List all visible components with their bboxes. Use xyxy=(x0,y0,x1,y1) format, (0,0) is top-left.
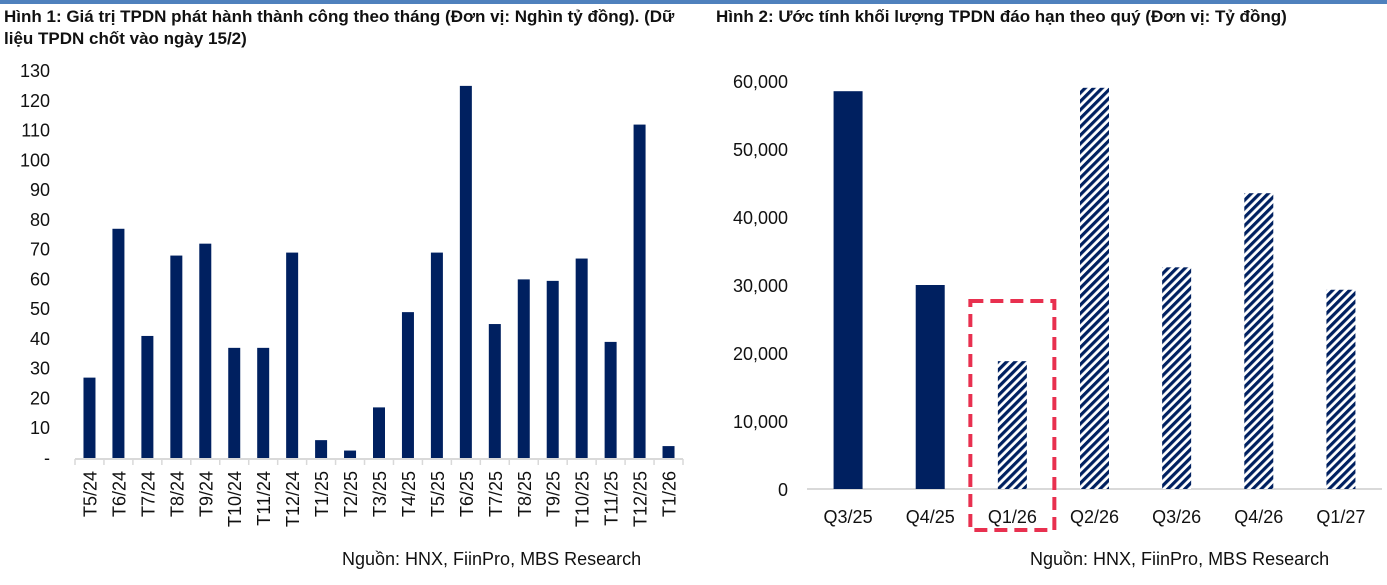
bar-t6-25 xyxy=(459,85,472,458)
chart2-source: Nguồn: HNX, FiinPro, MBS Research xyxy=(1030,549,1330,569)
y-tick-label: 30,000 xyxy=(733,276,788,296)
x-tick-label: T1/25 xyxy=(312,471,332,517)
x-tick-label: T2/25 xyxy=(341,471,361,517)
bar-q2-26 xyxy=(1080,87,1109,490)
x-tick-label: Q1/27 xyxy=(1316,507,1365,527)
x-tick-label: T11/25 xyxy=(602,471,622,526)
bar-q3-26 xyxy=(1162,267,1192,489)
x-tick-label: T3/25 xyxy=(370,471,390,517)
bar-t1-25 xyxy=(315,440,328,458)
chart1-plot: - 10 20 30 40 50 60 70 80 90 100 110 120 130 T5/24 T6/2… xyxy=(20,61,684,527)
y-tick-label: 80 xyxy=(30,210,50,230)
bar-t8-24 xyxy=(170,255,183,458)
bar-t1-26 xyxy=(662,446,675,458)
y-tick-label: 40,000 xyxy=(733,208,788,228)
bar-t5-25 xyxy=(430,252,443,458)
bar-t2-25 xyxy=(344,450,357,458)
bar-t4-25 xyxy=(401,312,414,458)
x-tick-label: Q3/26 xyxy=(1152,507,1201,527)
x-tick-label: T4/25 xyxy=(399,471,419,517)
bar-t10-24 xyxy=(228,347,241,458)
bar-t7-24 xyxy=(141,335,154,458)
chart1-title: Hình 1: Giá trị TPDN phát hành thành côn… xyxy=(4,7,675,48)
y-tick-label: 100 xyxy=(20,150,50,170)
x-tick-label: T9/24 xyxy=(196,471,216,517)
bar-t10-25 xyxy=(575,258,588,458)
y-tick-label: 70 xyxy=(30,240,50,260)
x-tick-label: T10/25 xyxy=(573,471,593,527)
y-tick-label: 60,000 xyxy=(733,72,788,92)
y-tick-label: 20 xyxy=(30,388,50,408)
y-tick-label: 110 xyxy=(21,121,50,141)
x-tick-label: T8/24 xyxy=(167,471,187,517)
bar-t12-25 xyxy=(633,124,646,458)
y-tick-label: 30 xyxy=(30,359,50,379)
y-tick-label: 20,000 xyxy=(733,344,788,364)
chart1-source: Nguồn: HNX, FiinPro, MBS Research xyxy=(342,549,642,569)
highlight-box-q1-26 xyxy=(968,299,1057,532)
y-tick-label: 10 xyxy=(30,418,50,438)
bar-t11-24 xyxy=(257,347,270,458)
bar-q3-25 xyxy=(833,91,863,489)
x-tick-label: T7/24 xyxy=(138,471,158,517)
x-tick-label: T11/24 xyxy=(254,471,274,526)
x-tick-label: T12/25 xyxy=(631,471,651,527)
y-tick-label: 130 xyxy=(20,61,50,81)
x-tick-label: Q4/25 xyxy=(906,507,955,527)
bar-t5-24 xyxy=(83,377,96,458)
bar-q4-25 xyxy=(915,285,945,489)
x-tick-label: T9/25 xyxy=(544,471,564,517)
x-tick-label: Q4/26 xyxy=(1234,507,1283,527)
y-tick-label: 120 xyxy=(20,91,50,111)
y-tick-label: 50,000 xyxy=(733,140,788,160)
y-tick-label: 50 xyxy=(30,299,50,319)
bar-t7-25 xyxy=(488,324,501,458)
bar-t11-25 xyxy=(604,341,617,458)
x-tick-label: T10/24 xyxy=(225,471,245,527)
bar-q1-26 xyxy=(997,361,1027,489)
x-tick-label: T5/25 xyxy=(428,471,448,517)
bar-q1-27 xyxy=(1326,289,1356,489)
bar-t8-25 xyxy=(517,279,530,458)
x-tick-label: T1/26 xyxy=(660,471,680,517)
x-tick-label: T12/24 xyxy=(283,471,303,527)
bar-q4-26 xyxy=(1244,193,1274,489)
y-tick-label: 60 xyxy=(30,269,50,289)
bar-t9-24 xyxy=(199,243,212,458)
y-tick-label: 90 xyxy=(30,180,50,200)
x-tick-label: T6/24 xyxy=(109,471,129,517)
x-tick-label: Q1/26 xyxy=(988,507,1037,527)
x-tick-label: T6/25 xyxy=(457,471,477,517)
x-tick-label: Q3/25 xyxy=(824,507,873,527)
x-tick-label: T7/25 xyxy=(486,471,506,517)
x-tick-label: T8/25 xyxy=(515,471,535,517)
y-tick-label: 40 xyxy=(30,329,50,349)
bar-t6-24 xyxy=(112,228,125,458)
y-tick-label: 0 xyxy=(778,480,788,500)
bar-t12-24 xyxy=(286,252,299,458)
chart2-title: Hình 2: Ước tính khối lượng TPDN đáo hạn… xyxy=(716,7,1287,26)
header-rule xyxy=(0,0,1387,4)
y-tick-label: - xyxy=(44,448,50,468)
x-tick-label: Q2/26 xyxy=(1070,507,1119,527)
x-tick-label: T5/24 xyxy=(80,471,100,517)
bar-t3-25 xyxy=(373,407,385,458)
y-tick-label: 10,000 xyxy=(733,412,788,432)
bar-t9-25 xyxy=(546,280,559,458)
